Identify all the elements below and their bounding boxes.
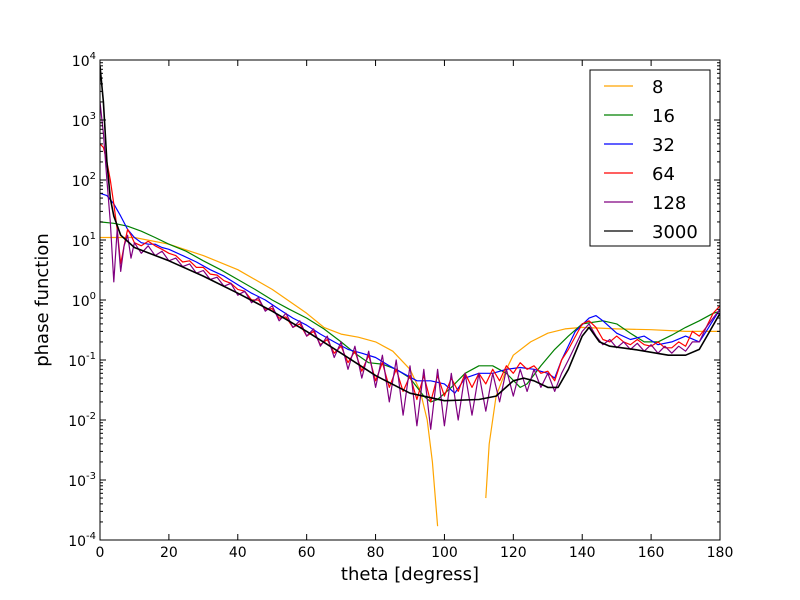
x-tick-label: 100 bbox=[431, 545, 458, 561]
y-tick-label: 10-3 bbox=[68, 471, 96, 490]
x-tick-label: 40 bbox=[229, 545, 247, 561]
y-tick-label: 102 bbox=[72, 171, 96, 190]
y-tick-label: 101 bbox=[72, 231, 96, 250]
legend-label-16: 16 bbox=[652, 106, 675, 127]
y-tick-label: 103 bbox=[72, 111, 96, 130]
y-tick-label: 10-2 bbox=[68, 411, 96, 430]
legend-label-64: 64 bbox=[652, 164, 675, 185]
legend-label-32: 32 bbox=[652, 135, 675, 156]
x-tick-label: 120 bbox=[500, 545, 527, 561]
x-axis-label: theta [degress] bbox=[341, 564, 479, 585]
x-tick-label: 0 bbox=[96, 545, 105, 561]
series-line-3000 bbox=[100, 65, 720, 402]
y-tick-label: 10-4 bbox=[68, 531, 96, 550]
legend-label-8: 8 bbox=[652, 77, 663, 98]
x-tick-label: 60 bbox=[298, 545, 316, 561]
legend-label-128: 128 bbox=[652, 193, 686, 214]
x-tick-label: 80 bbox=[367, 545, 385, 561]
x-tick-label: 180 bbox=[707, 545, 734, 561]
legend-label-3000: 3000 bbox=[652, 222, 698, 243]
legend-box bbox=[589, 69, 711, 247]
series-line-128 bbox=[100, 101, 720, 430]
y-axis-label: phase function bbox=[32, 233, 53, 367]
plot-frame bbox=[99, 59, 721, 541]
legend: 8 16 32 64 128 3000 bbox=[589, 69, 711, 247]
x-tick-label: 160 bbox=[638, 545, 665, 561]
y-tick-label: 104 bbox=[72, 51, 96, 70]
y-tick-label: 100 bbox=[72, 291, 96, 310]
y-tick-label: 10-1 bbox=[68, 351, 96, 370]
series-line-64 bbox=[100, 143, 720, 403]
x-tick-label: 20 bbox=[160, 545, 178, 561]
x-tick-label: 140 bbox=[569, 545, 596, 561]
